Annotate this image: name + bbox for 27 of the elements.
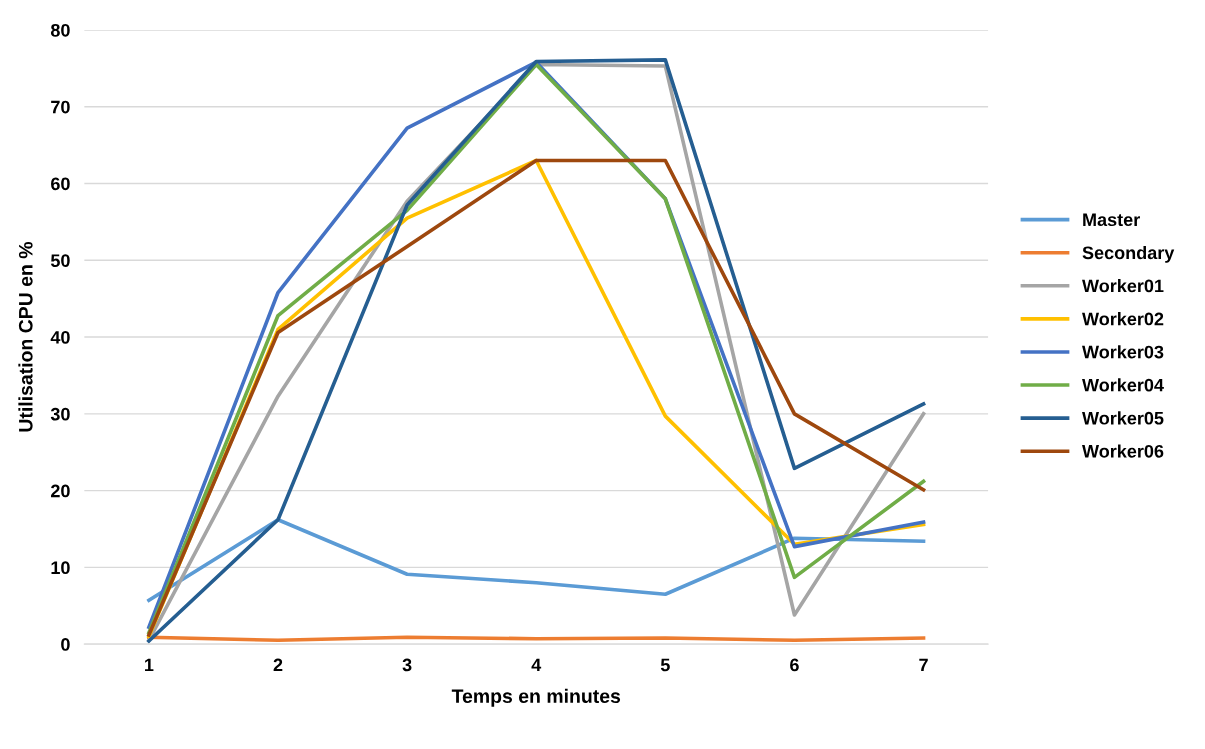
y-tick-label: 40 [50,330,70,344]
legend-label: Worker02 [1082,312,1164,326]
legend-label: Worker01 [1082,279,1164,293]
x-axis-title: Temps en minutes [451,688,621,707]
legend-label: Worker04 [1082,378,1164,392]
x-tick-label: 7 [919,658,928,672]
x-tick-label: 3 [402,658,412,672]
y-axis-title: Utilisation CPU en % [18,241,33,432]
legend-label: Worker03 [1082,345,1164,359]
y-tick-label: 60 [51,177,70,191]
legend-label: Master [1083,213,1140,227]
legend-label: Worker06 [1082,444,1164,458]
y-tick-label: 10 [51,561,70,575]
y-tick-label: 30 [50,407,70,421]
x-tick-label: 2 [273,658,283,672]
y-tick-label: 0 [61,638,70,651]
x-tick-label: 4 [531,658,542,672]
y-tick-label: 70 [51,100,70,114]
y-tick-label: 80 [50,23,70,37]
x-tick-label: 6 [790,658,799,672]
x-tick-label: 1 [145,658,154,672]
x-tick-label: 5 [660,658,670,672]
legend-label: Secondary [1082,245,1175,263]
legend-label: Worker05 [1082,411,1164,425]
y-tick-label: 20 [51,484,70,498]
line-series [147,517,926,603]
y-tick-label: 50 [50,254,70,267]
